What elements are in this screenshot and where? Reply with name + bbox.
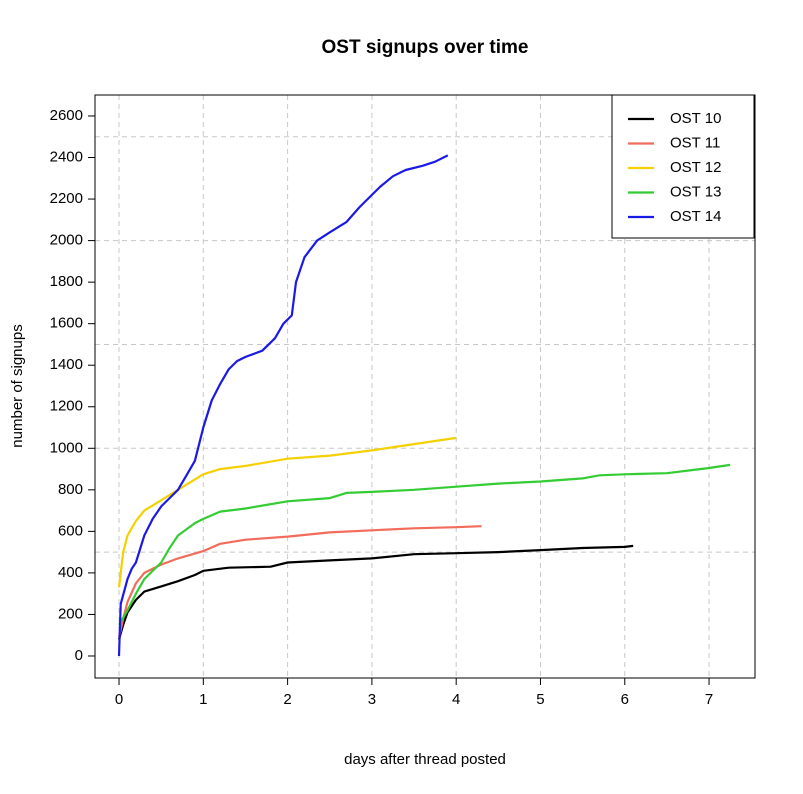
x-tick-label: 0 — [115, 691, 123, 708]
y-tick-label: 800 — [58, 481, 83, 498]
y-axis-label: number of signups — [9, 324, 26, 447]
y-tick-label: 2400 — [50, 148, 83, 165]
series-line — [118, 463, 731, 626]
y-tick-label: 0 — [75, 647, 83, 664]
plot-frame — [94, 94, 756, 679]
y-tick-label: 2200 — [50, 190, 83, 207]
y-tick-label: 1200 — [50, 398, 83, 415]
y-tick-label: 1800 — [50, 273, 83, 290]
y-tick-label: 600 — [58, 522, 83, 539]
chart-title: OST signups over time — [322, 37, 529, 58]
x-tick-label: 5 — [536, 691, 544, 708]
legend-label: OST 12 — [670, 159, 721, 176]
x-tick-label: 3 — [368, 691, 376, 708]
legend-label: OST 10 — [670, 110, 721, 127]
series-line — [117, 525, 482, 638]
y-tick-label: 2000 — [50, 232, 83, 249]
x-tick-label: 2 — [283, 691, 291, 708]
y-tick-label: 2600 — [50, 107, 83, 124]
y-tick-label: 1400 — [50, 356, 83, 373]
series-line — [117, 544, 634, 640]
x-tick-label: 7 — [705, 691, 713, 708]
y-tick-label: 1600 — [50, 315, 83, 332]
x-tick-label: 1 — [199, 691, 207, 708]
y-tick-label: 200 — [58, 605, 83, 622]
x-axis-label: days after thread posted — [344, 751, 506, 768]
legend-label: OST 11 — [670, 134, 720, 151]
series-line — [117, 154, 449, 657]
y-tick-label: 1000 — [50, 439, 83, 456]
y-tick-label: 400 — [58, 564, 83, 581]
x-tick-label: 6 — [621, 691, 629, 708]
legend-label: OST 13 — [670, 183, 721, 200]
series-line — [117, 436, 457, 588]
x-tick-label: 4 — [452, 691, 460, 708]
legend-label: OST 14 — [670, 208, 721, 225]
